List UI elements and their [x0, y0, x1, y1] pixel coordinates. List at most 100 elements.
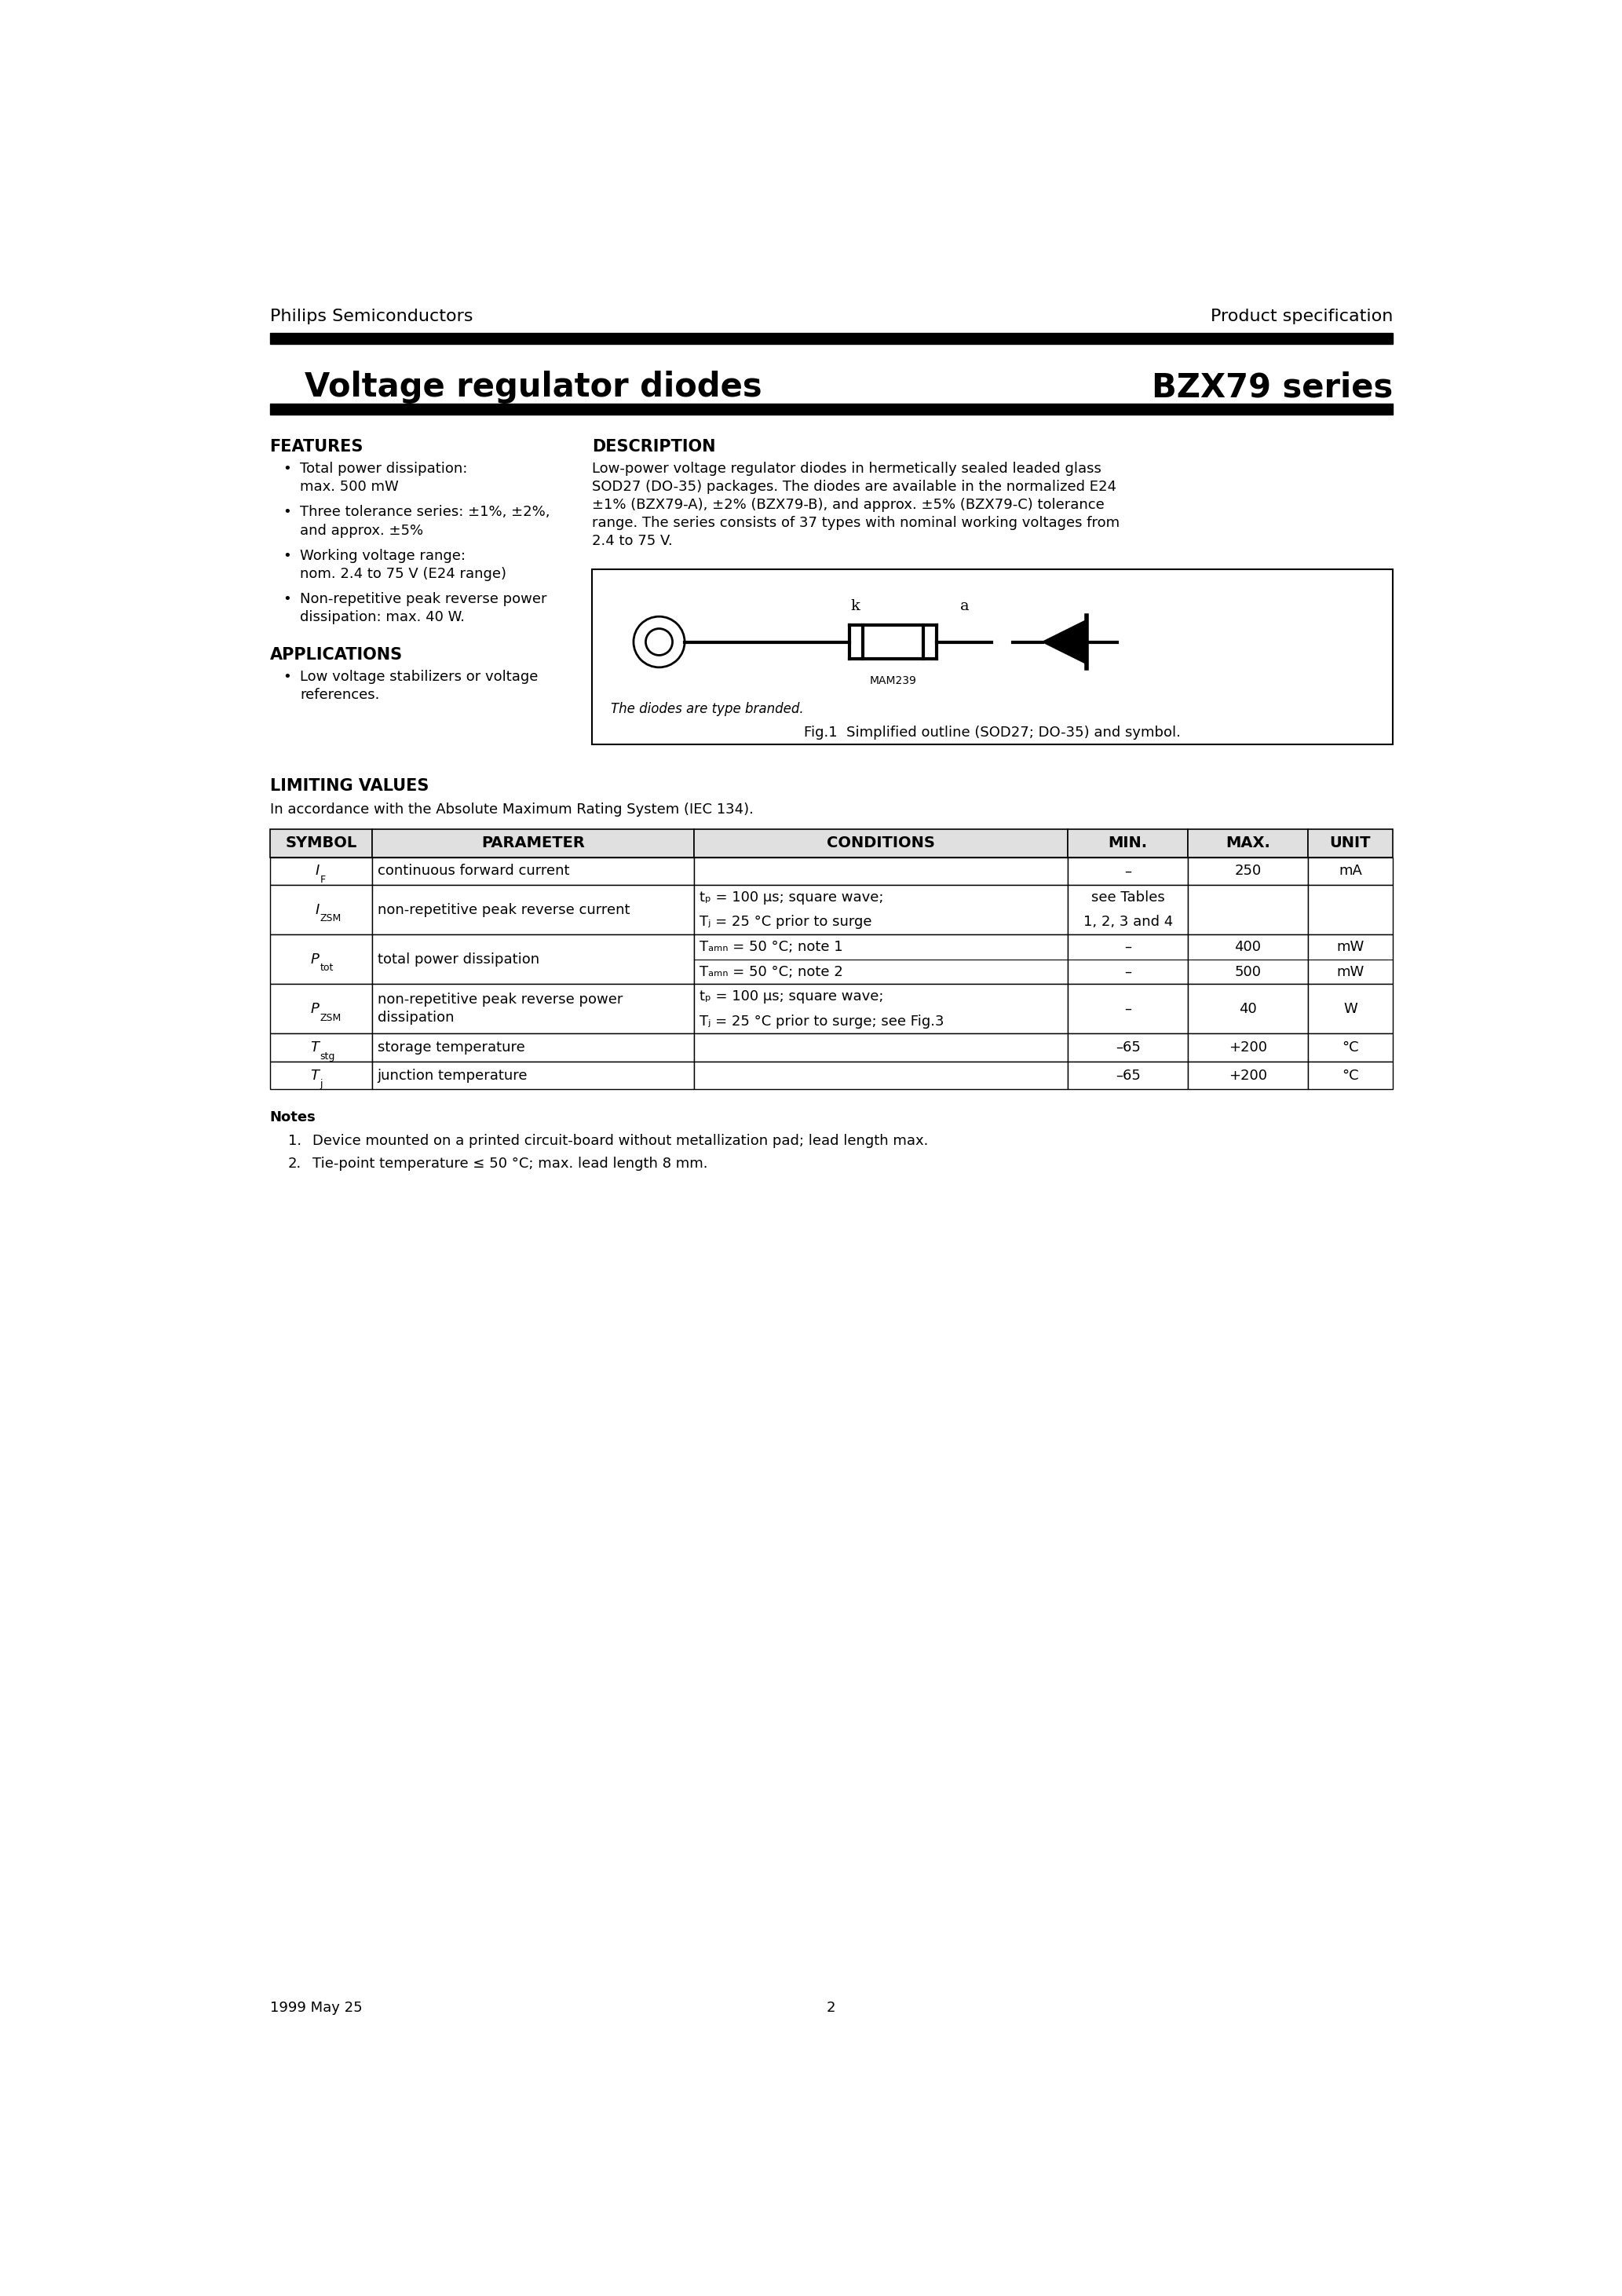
Text: dissipation: max. 40 W.: dissipation: max. 40 W.	[300, 611, 466, 625]
Bar	[373, 884, 694, 934]
Text: 40: 40	[1239, 1001, 1257, 1017]
Bar	[269, 856, 373, 884]
Text: ZSM: ZSM	[320, 914, 341, 923]
Text: continuous forward current: continuous forward current	[378, 863, 569, 877]
Bar	[694, 829, 1067, 856]
Bar	[269, 1033, 373, 1061]
Text: 500: 500	[1234, 964, 1260, 978]
Bar	[694, 856, 1067, 884]
Bar	[373, 934, 694, 985]
Text: PARAMETER: PARAMETER	[482, 836, 586, 852]
Bar	[269, 404, 1393, 416]
Text: P: P	[311, 1001, 320, 1017]
Bar	[1187, 1033, 1307, 1061]
Text: Non-repetitive peak reverse power: Non-repetitive peak reverse power	[300, 592, 547, 606]
Text: –: –	[1124, 939, 1132, 955]
Bar	[1067, 1061, 1187, 1088]
Bar	[1307, 1033, 1393, 1061]
Text: Voltage regulator diodes: Voltage regulator diodes	[282, 372, 762, 404]
Text: and approx. ±5%: and approx. ±5%	[300, 523, 423, 537]
Text: 1999 May 25: 1999 May 25	[269, 2002, 362, 2016]
Text: +200: +200	[1228, 1040, 1267, 1054]
Text: SOD27 (DO-35) packages. The diodes are available in the normalized E24: SOD27 (DO-35) packages. The diodes are a…	[592, 480, 1116, 494]
Text: Philips Semiconductors: Philips Semiconductors	[269, 308, 472, 324]
Bar	[1187, 884, 1307, 934]
Bar	[694, 884, 1067, 934]
Bar	[269, 1061, 373, 1088]
Text: ZSM: ZSM	[320, 1013, 341, 1022]
Text: SYMBOL: SYMBOL	[285, 836, 357, 852]
Text: 250: 250	[1234, 863, 1262, 877]
Text: mA: mA	[1338, 863, 1362, 877]
Text: –: –	[1124, 964, 1132, 978]
Bar	[1067, 856, 1187, 884]
Bar	[269, 934, 373, 985]
Text: Product specification: Product specification	[1210, 308, 1393, 324]
Bar	[1307, 1061, 1393, 1088]
Bar	[1187, 985, 1307, 1033]
Text: I: I	[315, 863, 320, 877]
Bar	[1307, 884, 1393, 934]
Bar	[269, 985, 373, 1033]
Text: MIN.: MIN.	[1108, 836, 1148, 852]
Text: MAX.: MAX.	[1226, 836, 1270, 852]
Bar	[269, 884, 373, 934]
Text: Tⱼ = 25 °C prior to surge; see Fig.3: Tⱼ = 25 °C prior to surge; see Fig.3	[699, 1015, 944, 1029]
Text: nom. 2.4 to 75 V (E24 range): nom. 2.4 to 75 V (E24 range)	[300, 567, 506, 581]
Bar	[373, 1061, 694, 1088]
Text: FEATURES: FEATURES	[269, 439, 363, 455]
Text: •: •	[284, 592, 292, 606]
Text: CONDITIONS: CONDITIONS	[827, 836, 936, 852]
Bar	[269, 829, 373, 856]
Text: APPLICATIONS: APPLICATIONS	[269, 647, 402, 664]
Text: I: I	[315, 902, 320, 916]
Text: In accordance with the Absolute Maximum Rating System (IEC 134).: In accordance with the Absolute Maximum …	[269, 801, 753, 817]
Bar	[694, 1033, 1067, 1061]
Text: references.: references.	[300, 689, 380, 703]
Text: •: •	[284, 549, 292, 563]
Bar	[592, 569, 1393, 744]
Bar	[373, 856, 694, 884]
Text: Device mounted on a printed circuit-board without metallization pad; lead length: Device mounted on a printed circuit-boar…	[313, 1134, 928, 1148]
Text: The diodes are type branded.: The diodes are type branded.	[610, 703, 803, 716]
Text: Working voltage range:: Working voltage range:	[300, 549, 466, 563]
Text: tₚ = 100 μs; square wave;: tₚ = 100 μs; square wave;	[699, 990, 884, 1003]
Text: mW: mW	[1337, 939, 1364, 955]
Text: a: a	[960, 599, 968, 613]
Bar	[1067, 934, 1187, 985]
Text: stg: stg	[320, 1052, 336, 1061]
Bar	[694, 985, 1067, 1033]
Text: P: P	[311, 953, 320, 967]
Text: non-repetitive peak reverse current: non-repetitive peak reverse current	[378, 902, 629, 916]
Bar	[1187, 934, 1307, 985]
Text: +200: +200	[1228, 1068, 1267, 1081]
Text: BZX79 series: BZX79 series	[1152, 372, 1393, 404]
Text: LIMITING VALUES: LIMITING VALUES	[269, 778, 428, 794]
Text: k: k	[852, 599, 860, 613]
Text: dissipation: dissipation	[378, 1010, 454, 1024]
Text: tot: tot	[320, 962, 334, 974]
Bar	[1307, 934, 1393, 985]
Text: Total power dissipation:: Total power dissipation:	[300, 461, 467, 475]
Text: total power dissipation: total power dissipation	[378, 953, 539, 967]
Text: junction temperature: junction temperature	[378, 1068, 527, 1081]
Text: •: •	[284, 505, 292, 519]
Text: °C: °C	[1341, 1040, 1359, 1054]
Bar	[1067, 985, 1187, 1033]
Text: •: •	[284, 670, 292, 684]
Text: –: –	[1124, 863, 1132, 877]
Text: F: F	[320, 875, 326, 884]
Text: max. 500 mW: max. 500 mW	[300, 480, 399, 494]
Bar	[694, 1061, 1067, 1088]
Bar	[373, 829, 694, 856]
Text: T: T	[311, 1068, 320, 1081]
Text: –: –	[1124, 1001, 1132, 1017]
Text: Notes: Notes	[269, 1111, 316, 1125]
Text: ±1% (BZX79-A), ±2% (BZX79-B), and approx. ±5% (BZX79-C) tolerance: ±1% (BZX79-A), ±2% (BZX79-B), and approx…	[592, 498, 1105, 512]
Text: –65: –65	[1116, 1040, 1140, 1054]
Text: Low voltage stabilizers or voltage: Low voltage stabilizers or voltage	[300, 670, 539, 684]
Text: mW: mW	[1337, 964, 1364, 978]
Bar	[1187, 1061, 1307, 1088]
Bar	[1307, 985, 1393, 1033]
Text: °C: °C	[1341, 1068, 1359, 1081]
